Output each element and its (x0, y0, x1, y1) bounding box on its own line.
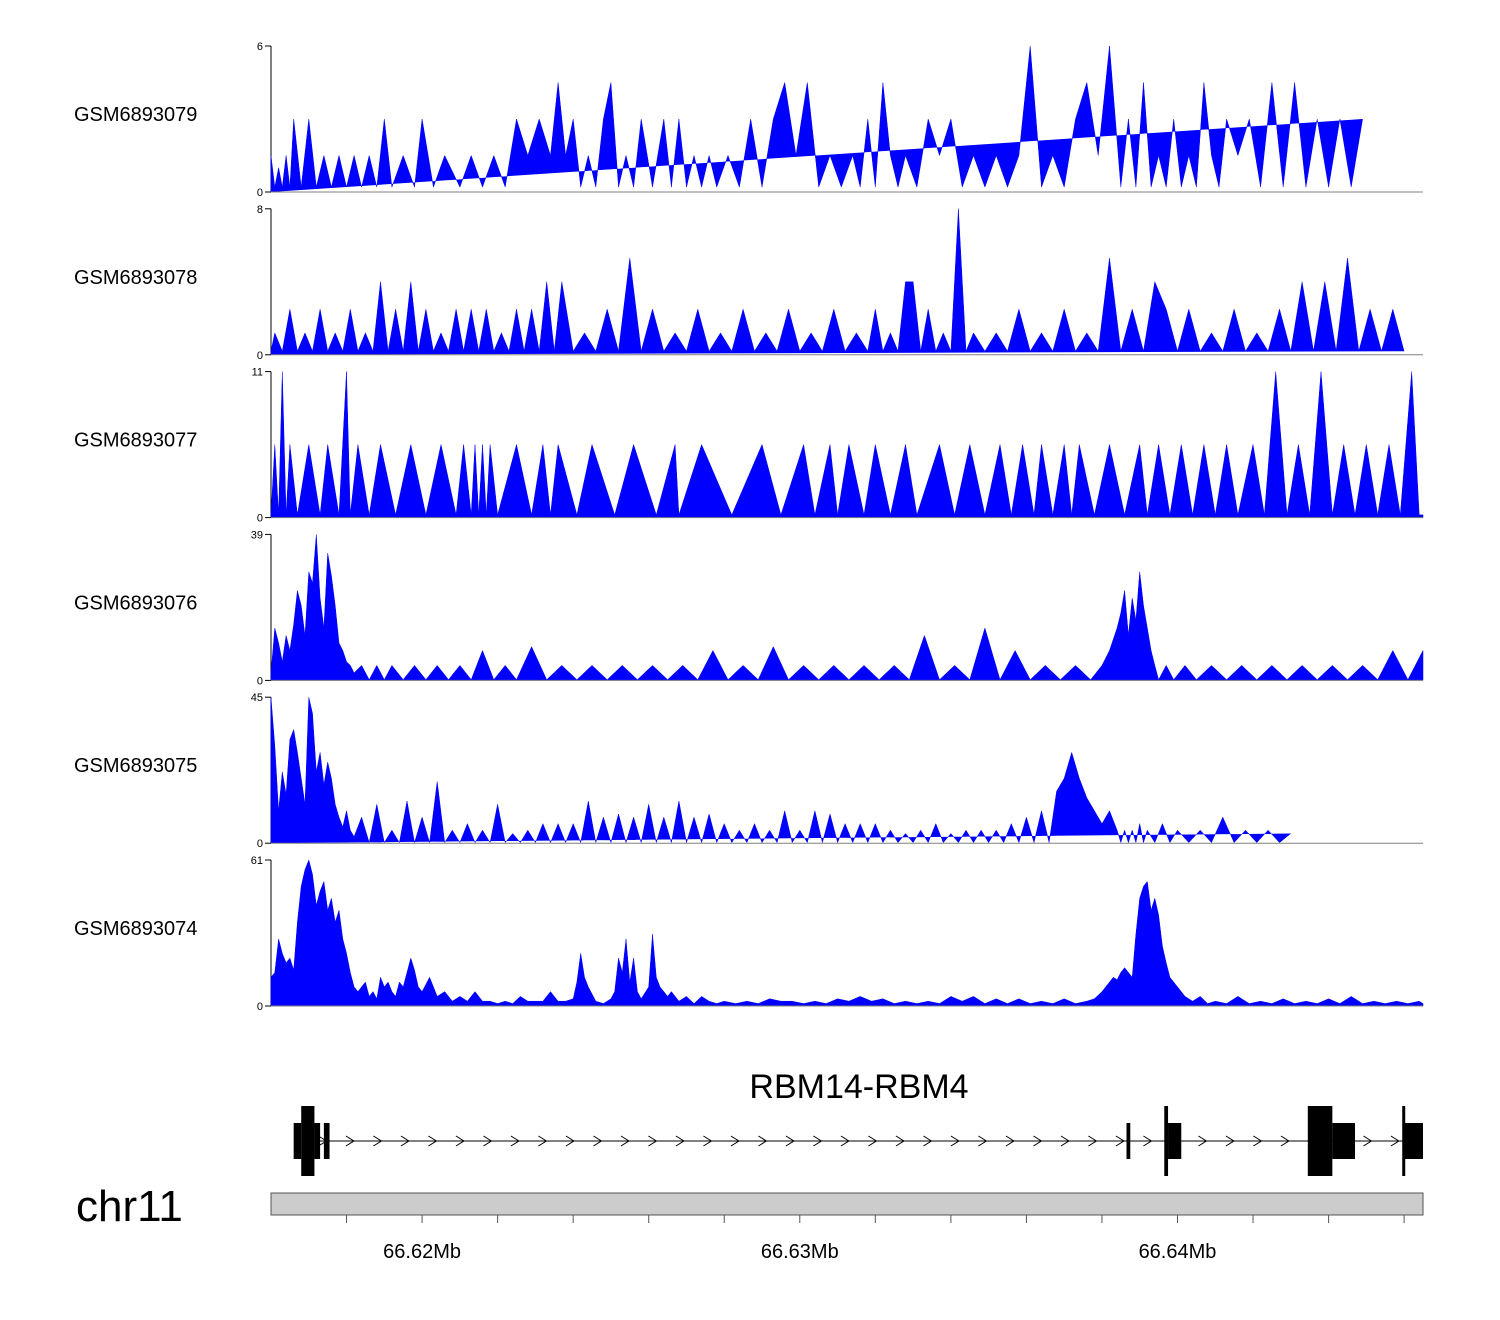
exon-utr (1126, 1123, 1131, 1159)
coverage-area (270, 45, 1363, 192)
exon-utr (323, 1123, 330, 1159)
exon-utr (293, 1123, 302, 1159)
genome-axis: chr11 66.62Mb 66.63Mb 66.64Mb (76, 1182, 1424, 1263)
gene-structure (293, 1106, 1423, 1176)
position-tick-label: 66.64Mb (1139, 1241, 1217, 1263)
strand-arrow-icon (428, 1135, 438, 1147)
coverage-track: GSM6893078 8 0 (74, 204, 1423, 362)
gene-label: RBM14-RBM4 (749, 1068, 968, 1106)
strand-arrow-icon (895, 1135, 905, 1147)
track-ymax-label: 39 (251, 529, 263, 541)
strand-arrow-icon (1253, 1135, 1263, 1147)
strand-arrow-icon (400, 1135, 410, 1147)
track-label: GSM6893074 (74, 918, 197, 940)
track-ymin-label: 0 (257, 675, 263, 687)
strand-arrow-icon (1088, 1135, 1098, 1147)
strand-arrow-icon (868, 1135, 878, 1147)
track-ymax-label: 6 (257, 41, 263, 53)
track-ymin-label: 0 (257, 513, 263, 525)
strand-arrow-icon (510, 1135, 520, 1147)
exon-utr (1404, 1123, 1423, 1159)
strand-arrow-icon (813, 1135, 823, 1147)
track-ymin-label: 0 (257, 838, 263, 850)
coverage-area (270, 534, 1424, 681)
strand-arrow-icon (840, 1135, 850, 1147)
track-ymin-label: 0 (257, 350, 263, 362)
track-ymax-label: 45 (251, 692, 263, 704)
chromosome-ideogram-bar (270, 1192, 1424, 1216)
strand-arrow-icon (1280, 1135, 1290, 1147)
strand-arrow-icon (455, 1135, 465, 1147)
strand-arrow-icon (730, 1135, 740, 1147)
strand-arrow-icon (703, 1135, 713, 1147)
track-ymax-label: 8 (257, 204, 263, 216)
coverage-track: GSM6893075 45 0 (74, 692, 1423, 850)
coverage-track: GSM6893077 11 0 (74, 367, 1424, 525)
strand-arrow-icon (1143, 1135, 1153, 1147)
track-label: GSM6893076 (74, 592, 197, 614)
coverage-track: GSM6893076 39 0 (74, 529, 1424, 687)
track-label: GSM6893075 (74, 755, 197, 777)
exon-utr (1332, 1123, 1356, 1159)
strand-arrow-icon (758, 1135, 768, 1147)
exon-coding (1164, 1106, 1169, 1176)
coverage-area (270, 371, 1424, 518)
strand-arrow-icon (593, 1135, 603, 1147)
strand-arrow-icon (675, 1135, 685, 1147)
track-label: GSM6893078 (74, 267, 197, 289)
exon-coding (1307, 1106, 1333, 1176)
strand-arrow-icon (620, 1135, 630, 1147)
track-ymin-label: 0 (257, 1001, 263, 1013)
gene-model-track: RBM14-RBM4 (293, 1068, 1423, 1176)
strand-arrow-icon (1005, 1135, 1015, 1147)
exon-utr (314, 1123, 321, 1159)
strand-arrow-icon (373, 1135, 383, 1147)
chromosome-label: chr11 (76, 1182, 183, 1231)
strand-arrow-icon (483, 1135, 493, 1147)
coverage-area (270, 859, 1424, 1007)
strand-arrow-icon (978, 1135, 988, 1147)
exon-utr (1168, 1123, 1182, 1159)
strand-arrow-icon (1390, 1135, 1400, 1147)
strand-arrow-icon (1060, 1135, 1070, 1147)
strand-arrow-icon (1033, 1135, 1043, 1147)
coverage-track: GSM6893079 6 0 (74, 41, 1423, 199)
position-tick-label: 66.63Mb (761, 1241, 839, 1263)
strand-arrow-icon (565, 1135, 575, 1147)
strand-arrow-icon (785, 1135, 795, 1147)
coverage-area (270, 697, 1291, 844)
coverage-track: GSM6893074 61 0 (74, 855, 1424, 1013)
position-ticks: 66.62Mb 66.63Mb 66.64Mb (346, 1215, 1405, 1263)
track-label: GSM6893077 (74, 430, 197, 452)
strand-arrow-icon (648, 1135, 658, 1147)
strand-arrow-icon (345, 1135, 355, 1147)
coverage-tracks: GSM689307960GSM689307880GSM6893077110GSM… (74, 41, 1424, 1013)
track-ymax-label: 11 (252, 367, 263, 379)
strand-arrow-icon (950, 1135, 960, 1147)
coverage-area (270, 208, 1405, 355)
strand-arrow-icon (1115, 1135, 1125, 1147)
strand-arrow-icon (923, 1135, 933, 1147)
strand-arrow-icon (1363, 1135, 1373, 1147)
strand-arrow-icon (538, 1135, 548, 1147)
strand-arrow-icon (1198, 1135, 1208, 1147)
track-ymax-label: 61 (251, 855, 263, 867)
exon-coding (1402, 1106, 1406, 1176)
track-label: GSM6893079 (74, 104, 197, 126)
exon-coding (301, 1106, 315, 1176)
position-tick-label: 66.62Mb (383, 1241, 461, 1263)
track-ymin-label: 0 (257, 187, 263, 199)
strand-arrow-icon (1225, 1135, 1235, 1147)
